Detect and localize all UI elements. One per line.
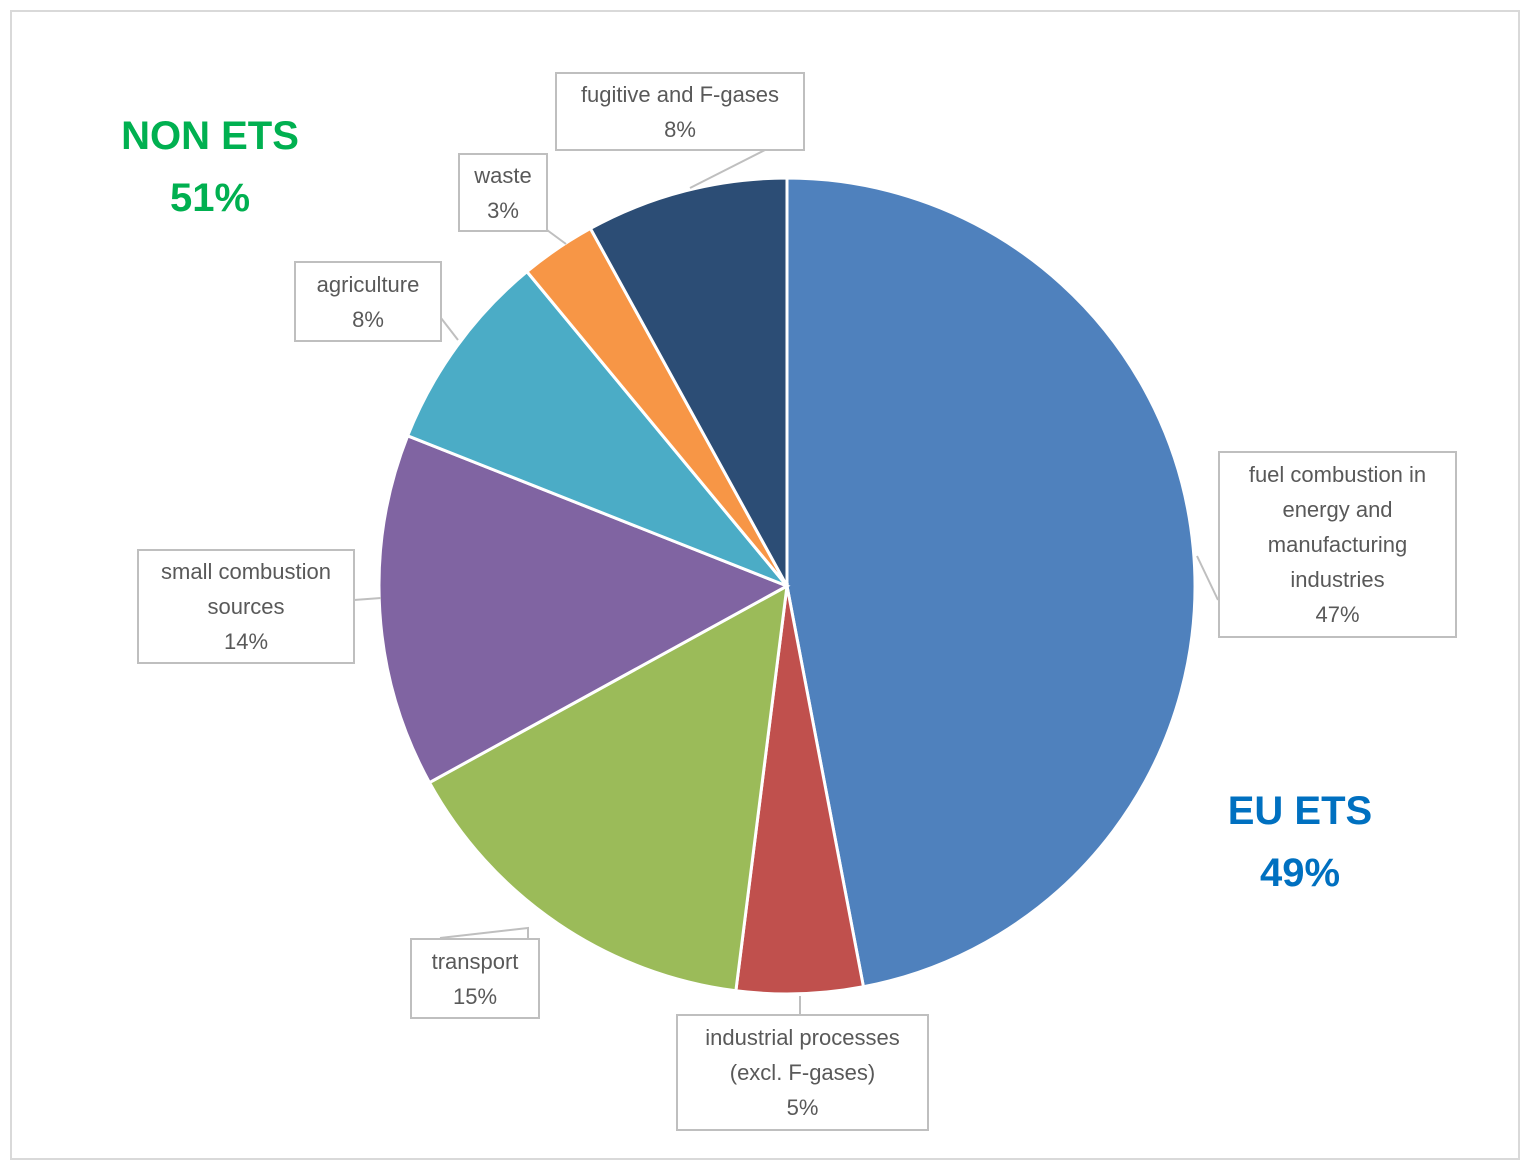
data-label: small combustion sources 14%: [137, 549, 355, 664]
leader-line: [1196, 555, 1219, 601]
leader-line: [689, 149, 766, 189]
value-label: 8%: [664, 116, 696, 142]
annotation-value: 49%: [1259, 851, 1341, 895]
category-label: small combustion sources: [161, 559, 331, 619]
leader-line: [546, 229, 567, 245]
category-label: fuel combustion in energy and manufactur…: [1248, 462, 1427, 592]
value-label: 8%: [352, 306, 384, 332]
leader-line: [439, 926, 529, 939]
data-label: transport 15%: [410, 938, 540, 1019]
category-label: waste: [474, 162, 532, 188]
value-label: 14%: [223, 629, 269, 654]
category-label: transport: [431, 948, 519, 974]
pie-slice: [405, 269, 789, 588]
data-label: industrial processes (excl. F-gases) 5%: [676, 1014, 929, 1131]
annotation-title: NON ETS: [121, 114, 299, 158]
data-label: agriculture 8%: [294, 261, 442, 342]
annotation-title: EU ETS: [1227, 789, 1373, 833]
value-label: 15%: [452, 983, 498, 1009]
pie-slice: [588, 176, 789, 587]
category-label: industrial processes (excl. F-gases): [705, 1025, 900, 1085]
value-label: 47%: [1315, 602, 1360, 627]
pie-slice: [377, 433, 791, 785]
leader-line: [440, 317, 459, 341]
pie-slice: [785, 176, 1197, 989]
value-label: 5%: [786, 1095, 819, 1120]
data-label: waste 3%: [458, 153, 548, 232]
category-label: agriculture: [316, 271, 420, 297]
pie-slice: [427, 583, 789, 993]
data-label: fuel combustion in energy and manufactur…: [1218, 451, 1457, 638]
value-label: 3%: [487, 197, 519, 223]
category-label: fugitive and F-gases: [580, 81, 780, 107]
annotation-value: 51%: [169, 176, 251, 220]
data-label: fugitive and F-gases 8%: [555, 72, 805, 151]
leader-line: [353, 597, 382, 601]
